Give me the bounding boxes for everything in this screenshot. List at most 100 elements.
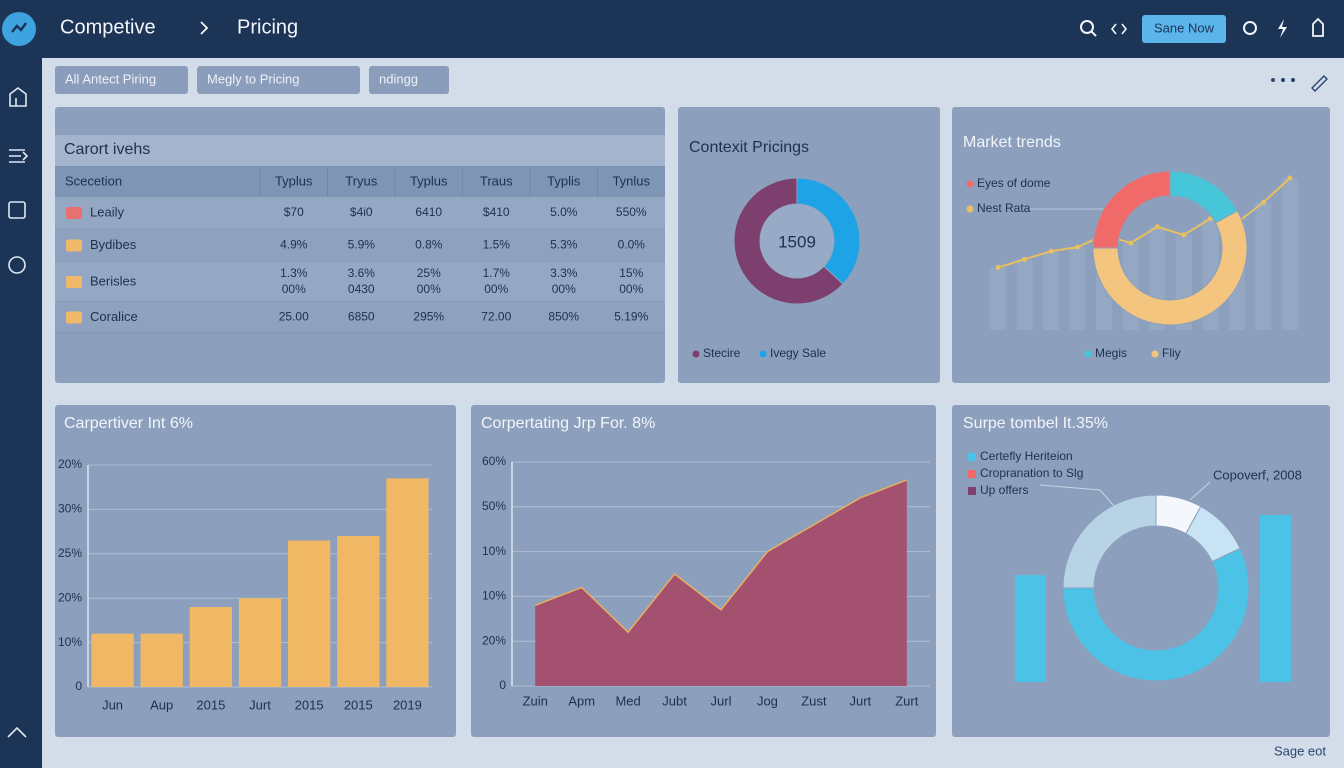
annotation-leader xyxy=(1039,481,1211,508)
column-header: Typlus xyxy=(410,173,448,188)
bar xyxy=(1260,515,1291,682)
column-header: Typlus xyxy=(275,173,313,188)
chart-title: Carpertiver Int 6% xyxy=(64,415,193,432)
breadcrumb[interactable]: Pricing xyxy=(237,16,298,38)
donut-hole xyxy=(760,204,834,278)
y-tick-label: 10% xyxy=(482,544,506,558)
chart-title: Corpertating Jrp For. 8% xyxy=(481,415,655,432)
line-shadow-bar xyxy=(990,267,1006,330)
flash-icon[interactable] xyxy=(1278,19,1287,38)
area xyxy=(535,479,907,686)
x-tick-label: Jurt xyxy=(249,697,271,712)
x-tick-label: 2015 xyxy=(196,697,225,712)
table-header xyxy=(55,166,665,197)
x-tick-label: Jurt xyxy=(849,693,871,708)
settings-icon[interactable] xyxy=(1243,21,1257,35)
y-tick-label: 20% xyxy=(58,457,82,471)
trend-point xyxy=(1022,256,1028,262)
donut-segment xyxy=(1092,210,1248,326)
legend-swatch xyxy=(968,470,976,478)
row-label: Berisles xyxy=(90,273,137,288)
bar xyxy=(91,633,134,687)
home-icon[interactable] xyxy=(1312,17,1324,37)
trend-point xyxy=(1260,199,1266,205)
table-cell: $70 xyxy=(284,205,304,219)
y-tick-label: 10% xyxy=(58,635,82,649)
nav-icon[interactable] xyxy=(9,87,27,107)
x-tick-label: Jog xyxy=(757,693,778,708)
column-header: Typlis xyxy=(547,173,581,188)
nav-icon[interactable] xyxy=(8,201,26,219)
legend-label: Megis xyxy=(1095,346,1127,360)
bar xyxy=(189,607,232,687)
annotation: Copoverf, 2008 xyxy=(1213,467,1302,482)
y-tick-label: 60% xyxy=(482,454,506,468)
table-cell: 4.9% xyxy=(280,238,308,252)
code-icon[interactable] xyxy=(1110,23,1128,35)
x-tick-label: Apm xyxy=(568,693,595,708)
more-dot xyxy=(1281,78,1285,82)
line-shadow-bar xyxy=(1069,247,1086,330)
table-row xyxy=(55,302,665,333)
donut-center-label: 1509 xyxy=(778,232,816,251)
trend-point xyxy=(1075,244,1081,250)
table-title-band xyxy=(55,135,665,166)
x-tick-label: Jun xyxy=(102,697,123,712)
line-shadow-bar xyxy=(1043,251,1060,330)
table-cell: 25.00 xyxy=(279,310,309,324)
filter-chip[interactable] xyxy=(197,66,360,94)
table-cell: 25% xyxy=(417,266,441,280)
legend-swatch xyxy=(968,453,976,461)
legend-swatch xyxy=(966,205,974,213)
y-tick-label: 20% xyxy=(482,633,506,647)
search-icon[interactable] xyxy=(1080,20,1094,34)
table-cell: 00% xyxy=(619,282,643,296)
table-cell: 00% xyxy=(417,282,441,296)
y-tick-label: 10% xyxy=(482,589,506,603)
table-cell: 5.0% xyxy=(550,205,578,219)
sidebar xyxy=(0,58,42,768)
legend-label: Eyes of dome xyxy=(977,176,1051,190)
panel xyxy=(952,107,1330,383)
bar xyxy=(288,540,331,687)
legend-swatch xyxy=(968,487,976,495)
row-swatch xyxy=(66,276,82,288)
y-tick-label: 0 xyxy=(75,679,82,693)
x-tick-label: Zust xyxy=(801,693,827,708)
filter-chip[interactable] xyxy=(369,66,449,94)
table-cell: 1.5% xyxy=(483,238,511,252)
x-tick-label: Aup xyxy=(150,697,173,712)
legend-label: Cropranation to Slg xyxy=(980,466,1083,480)
nav-icon[interactable] xyxy=(8,256,26,274)
nav-icon[interactable] xyxy=(9,149,29,163)
filter-label: All Antect Piring xyxy=(65,71,156,86)
filter-chip[interactable] xyxy=(55,66,188,94)
table-cell: 6850 xyxy=(348,310,375,324)
table-row xyxy=(55,229,665,262)
table-cell: 550% xyxy=(616,205,647,219)
save-button[interactable] xyxy=(1142,15,1226,43)
line-shadow-bar xyxy=(1255,202,1272,330)
trend-point xyxy=(1048,248,1054,254)
row-swatch xyxy=(66,207,82,219)
table-cell: 15% xyxy=(619,266,643,280)
table-cell: 0.0% xyxy=(618,238,646,252)
more-dot[interactable] xyxy=(1271,78,1275,82)
y-tick-label: 30% xyxy=(58,502,82,516)
edit-icon[interactable] xyxy=(1311,75,1328,92)
bar xyxy=(386,478,429,687)
legend-swatch xyxy=(1084,350,1092,358)
trend-point xyxy=(1287,175,1293,181)
filter-label: Megly to Pricing xyxy=(207,71,299,86)
legend-label: Fliy xyxy=(1162,346,1181,360)
filter-label: ndingg xyxy=(379,71,418,86)
save-button-label[interactable]: Sane Now xyxy=(1154,20,1215,35)
table-cell: 0430 xyxy=(348,282,375,296)
area-line xyxy=(534,479,908,634)
table-cell: $410 xyxy=(483,205,510,219)
legend-label: Ivegy Sale xyxy=(770,346,826,360)
legend-label: Nest Rata xyxy=(977,201,1031,215)
table-cell: 850% xyxy=(548,310,579,324)
chart-title: Market trends xyxy=(963,134,1061,151)
nav-icon[interactable] xyxy=(7,726,27,738)
